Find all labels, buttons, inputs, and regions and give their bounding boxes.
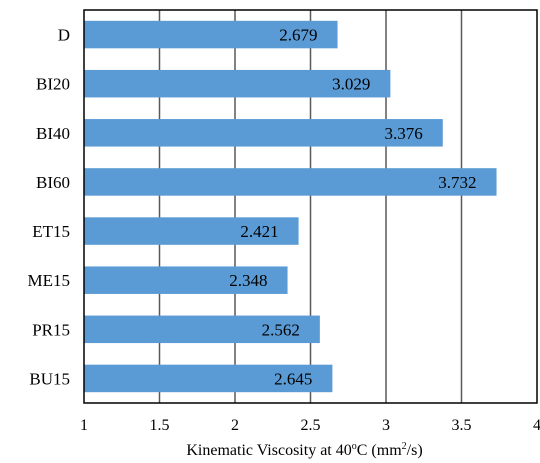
bars xyxy=(84,20,497,393)
bar xyxy=(84,119,443,147)
category-label: BU15 xyxy=(29,369,70,388)
category-label: PR15 xyxy=(32,320,70,339)
category-label: ME15 xyxy=(28,271,71,290)
x-axis-title-end: /s) xyxy=(407,442,423,459)
bar xyxy=(84,20,338,49)
value-label: 2.562 xyxy=(262,320,300,339)
category-labels: D BI20 BI40 BI60 ET15 ME15 PR15 BU15 xyxy=(28,26,71,389)
x-tick-label: 2 xyxy=(231,417,239,434)
value-label: 2.348 xyxy=(229,271,267,290)
x-tick-label: 3 xyxy=(382,417,390,434)
plot-frame xyxy=(83,9,538,404)
x-tick-labels: 1 1.5 2 2.5 3 3.5 4 xyxy=(80,417,540,434)
category-label: D xyxy=(58,26,70,45)
bar xyxy=(84,315,320,344)
x-tick-label: 1.5 xyxy=(150,417,170,434)
category-label: BI60 xyxy=(36,173,70,192)
bar xyxy=(84,69,391,98)
bar xyxy=(84,364,333,393)
value-label: 2.421 xyxy=(240,222,278,241)
x-axis-title-unit: C (mm xyxy=(357,442,402,459)
grid-lines xyxy=(158,10,463,403)
category-label: BI40 xyxy=(36,124,70,143)
bar xyxy=(84,266,288,294)
value-label: 2.645 xyxy=(274,369,312,388)
x-tick-label: 4 xyxy=(533,417,540,434)
category-label: ET15 xyxy=(32,222,70,241)
value-label: 3.376 xyxy=(385,124,423,143)
bar xyxy=(84,168,497,196)
x-tick-label: 1 xyxy=(80,417,88,434)
x-axis-title-main: Kinematic Viscosity at 40 xyxy=(186,442,351,459)
bar xyxy=(84,217,299,245)
x-axis-title: Kinematic Viscosity at 40oC (mm2/s) xyxy=(186,441,422,459)
value-label: 2.679 xyxy=(279,26,317,45)
x-tick-label: 3.5 xyxy=(452,417,472,434)
value-label: 3.732 xyxy=(438,173,476,192)
x-tick-label: 2.5 xyxy=(301,417,321,434)
x-axis-title-sup1: o xyxy=(352,441,357,452)
x-axis-title-sup2: 2 xyxy=(402,441,407,452)
value-label: 3.029 xyxy=(332,75,370,94)
value-labels: 2.679 3.029 3.376 3.732 2.421 2.348 2.562 2.645 xyxy=(229,26,476,389)
category-label: BI20 xyxy=(36,75,70,94)
